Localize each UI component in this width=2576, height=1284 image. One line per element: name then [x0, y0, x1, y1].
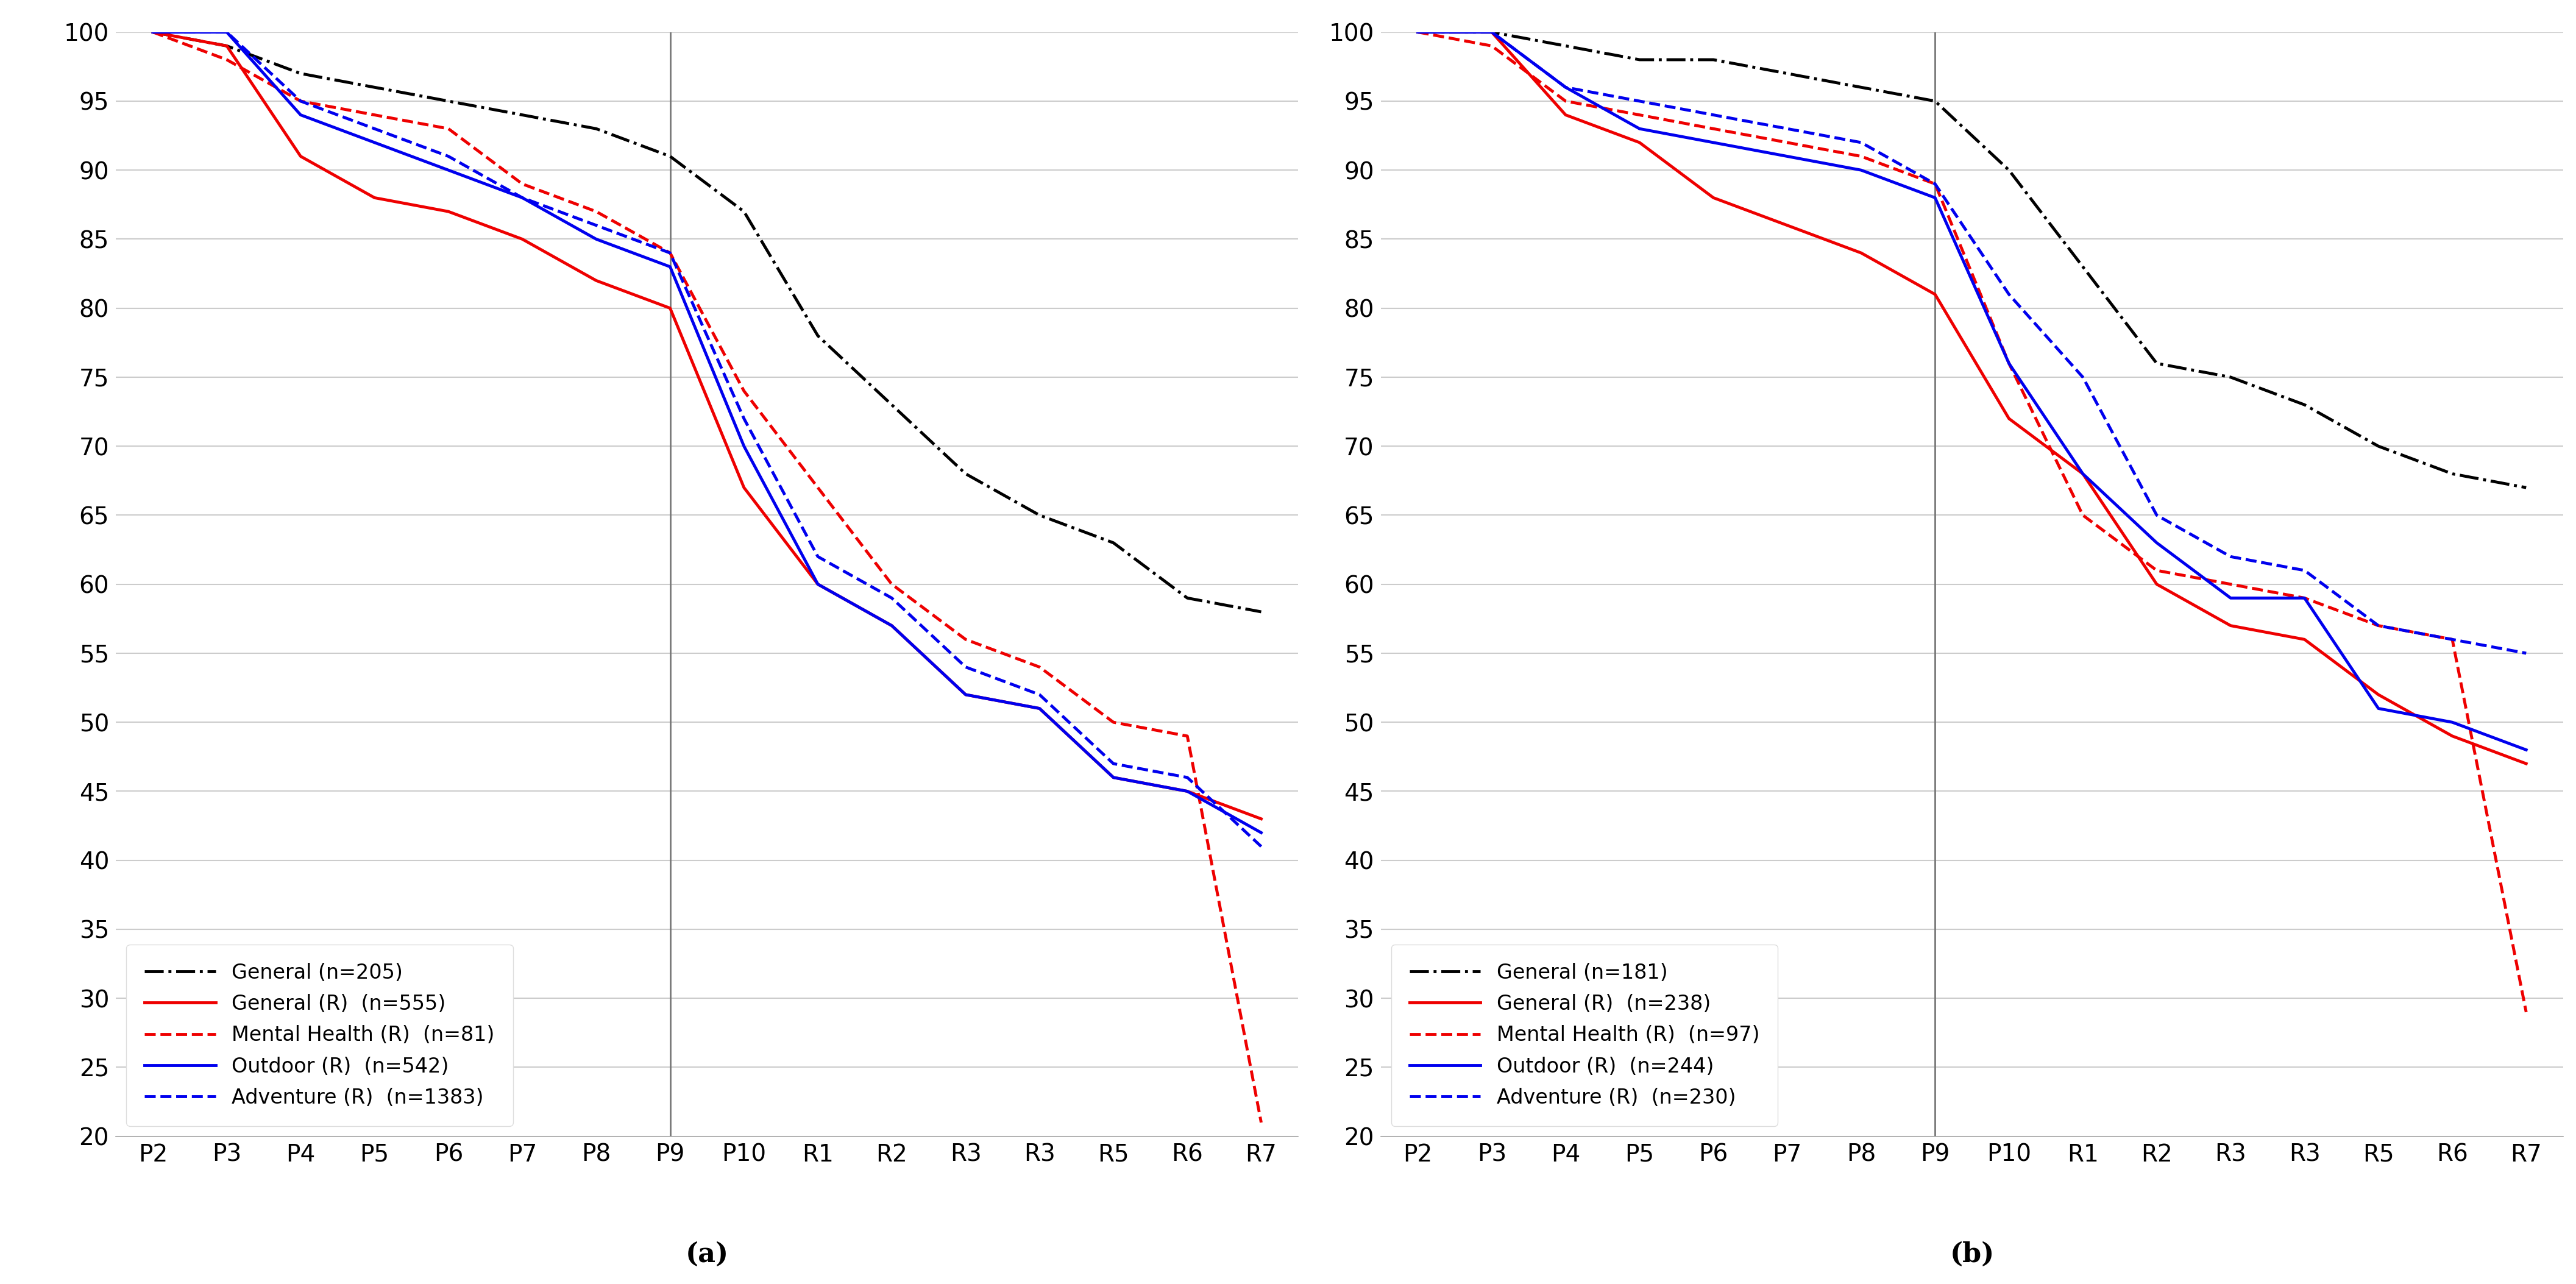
- Text: (b): (b): [1950, 1242, 1994, 1267]
- Legend: General (n=181), General (R)  (n=238), Mental Health (R)  (n=97), Outdoor (R)  (: General (n=181), General (R) (n=238), Me…: [1391, 944, 1777, 1126]
- Legend: General (n=205), General (R)  (n=555), Mental Health (R)  (n=81), Outdoor (R)  (: General (n=205), General (R) (n=555), Me…: [126, 944, 513, 1126]
- Text: (a): (a): [685, 1242, 729, 1267]
